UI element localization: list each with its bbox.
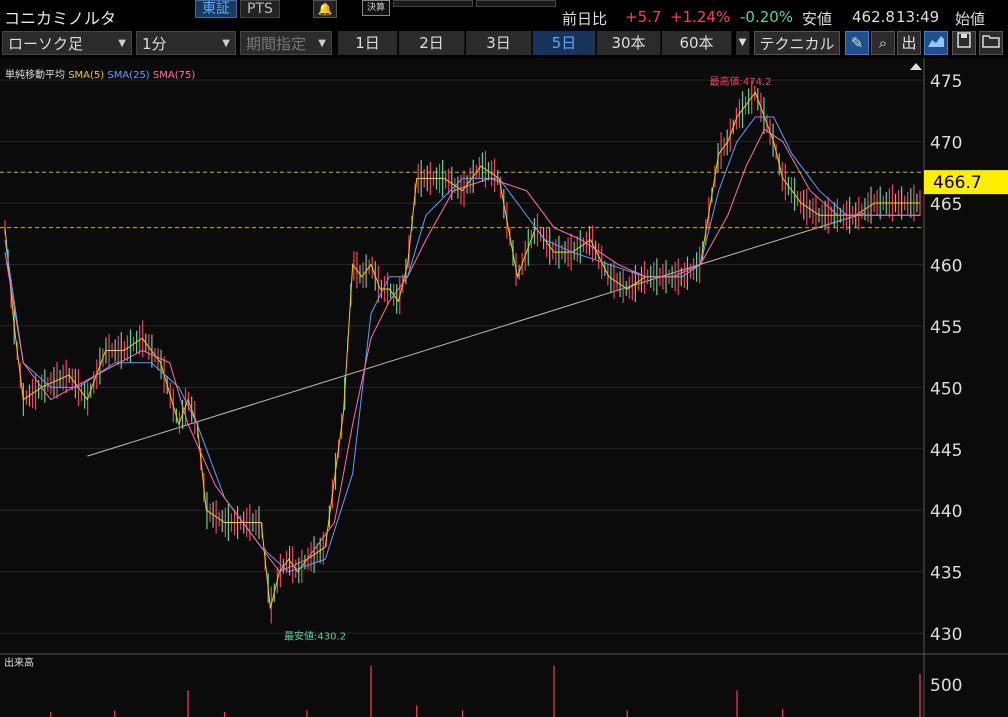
tab-2d[interactable]: 2日 xyxy=(399,31,465,55)
folder-icon[interactable] xyxy=(979,31,1003,55)
period-select[interactable]: 期間指定 ▼ xyxy=(240,31,332,55)
earnings-button[interactable]: 決算 xyxy=(362,0,390,16)
grid-lines xyxy=(0,79,924,634)
y-tick-label: 465 xyxy=(930,195,962,215)
stock-title: コニカミノルタ xyxy=(4,9,117,28)
chart-type-label: ローソク足 xyxy=(8,35,84,53)
more-chevron-icon[interactable]: ▼ xyxy=(736,31,750,55)
low-value: 462.8 xyxy=(852,8,895,26)
interval-select[interactable]: 1分 ▼ xyxy=(136,31,236,55)
tab-tse[interactable]: 東証 xyxy=(195,0,237,18)
chart-type-select[interactable]: ローソク足 ▼ xyxy=(2,31,132,55)
y-tick-label: 445 xyxy=(930,441,962,461)
reference-lines xyxy=(0,171,924,229)
y-axis-ticks: 475 470 465 460 455 450 445 440 435 430 xyxy=(930,72,962,645)
volume-label: 出来高 xyxy=(4,656,34,669)
blank-field[interactable] xyxy=(393,0,473,7)
y-tick-label: 470 xyxy=(930,134,962,154)
chevron-down-icon: ▼ xyxy=(318,38,326,49)
sma-lines xyxy=(4,91,920,609)
sma-line xyxy=(4,128,920,573)
y-tick-label: 475 xyxy=(930,72,962,92)
collapse-arrow-icon[interactable] xyxy=(910,63,922,70)
period-label: 期間指定 xyxy=(246,35,307,53)
change-percent: +1.24% xyxy=(670,8,731,26)
low-label: 安値 xyxy=(802,10,833,28)
chevron-down-icon: ▼ xyxy=(222,38,230,49)
low-label: 最安値:430.2 xyxy=(284,629,346,642)
tab-5d[interactable]: 5日 xyxy=(533,31,596,55)
sma-line xyxy=(4,116,920,573)
prev-close-label: 前日比 xyxy=(562,10,608,28)
change-value: +5.7 xyxy=(625,8,662,26)
blank-field-2[interactable] xyxy=(476,0,556,7)
y-tick-label: 440 xyxy=(930,502,962,522)
legend-title: 単純移動平均 xyxy=(5,70,65,81)
sma-line xyxy=(4,91,920,609)
trend-line[interactable] xyxy=(87,212,866,457)
top-bar: コニカミノルタ 東証 PTS 🔔 決算 前日比 +5.7 +1.24% -0.2… xyxy=(0,0,1008,28)
technical-button[interactable]: テクニカル xyxy=(754,31,840,55)
draw-pencil-icon[interactable]: ✎ xyxy=(845,31,869,55)
tab-60bars[interactable]: 60本 xyxy=(662,31,732,55)
y-tick-label: 450 xyxy=(930,379,962,399)
open-label: 始値 xyxy=(955,10,986,28)
zoom-icon[interactable]: ⌕ xyxy=(871,31,895,55)
current-price-tag xyxy=(924,170,1008,195)
legend-sma75: SMA(75) xyxy=(152,70,196,81)
y-tick-label: 460 xyxy=(930,256,962,276)
legend-sma25: SMA(25) xyxy=(107,70,150,81)
tab-pts[interactable]: PTS xyxy=(240,0,280,18)
tab-1d[interactable]: 1日 xyxy=(338,31,398,55)
chevron-down-icon: ▼ xyxy=(118,38,126,49)
sma-legend: 単純移動平均 SMA(5) SMA(25) SMA(75) xyxy=(5,66,195,81)
volume-tick: 500 xyxy=(930,676,962,696)
volume-toggle-button[interactable]: 出 xyxy=(897,31,921,55)
chart-toolbar: ローソク足 ▼ 1分 ▼ 期間指定 ▼ 1日 2日 3日 5日 30本 60本 … xyxy=(0,28,1008,58)
y-tick-label: 435 xyxy=(930,564,962,584)
save-icon[interactable] xyxy=(952,31,976,55)
alert-bell-icon[interactable]: 🔔 xyxy=(313,0,337,18)
tab-30bars[interactable]: 30本 xyxy=(597,31,661,55)
y-tick-label: 455 xyxy=(930,318,962,338)
interval-label: 1分 xyxy=(142,35,167,53)
y-tick-label: 430 xyxy=(930,625,962,645)
tab-3d[interactable]: 3日 xyxy=(466,31,532,55)
area-chart-icon[interactable] xyxy=(924,31,948,55)
price-chart[interactable]: 475 470 465 460 455 450 445 440 435 430 最高値:474.2… xyxy=(0,58,1008,717)
other-percent: -0.20% xyxy=(740,8,794,26)
legend-sma5: SMA(5) xyxy=(68,70,105,81)
quote-time: 13:49 xyxy=(896,8,940,26)
high-label: 最高値:474.2 xyxy=(710,75,772,88)
volume-bars xyxy=(50,665,921,717)
current-price-text: 466.7 xyxy=(933,173,982,193)
